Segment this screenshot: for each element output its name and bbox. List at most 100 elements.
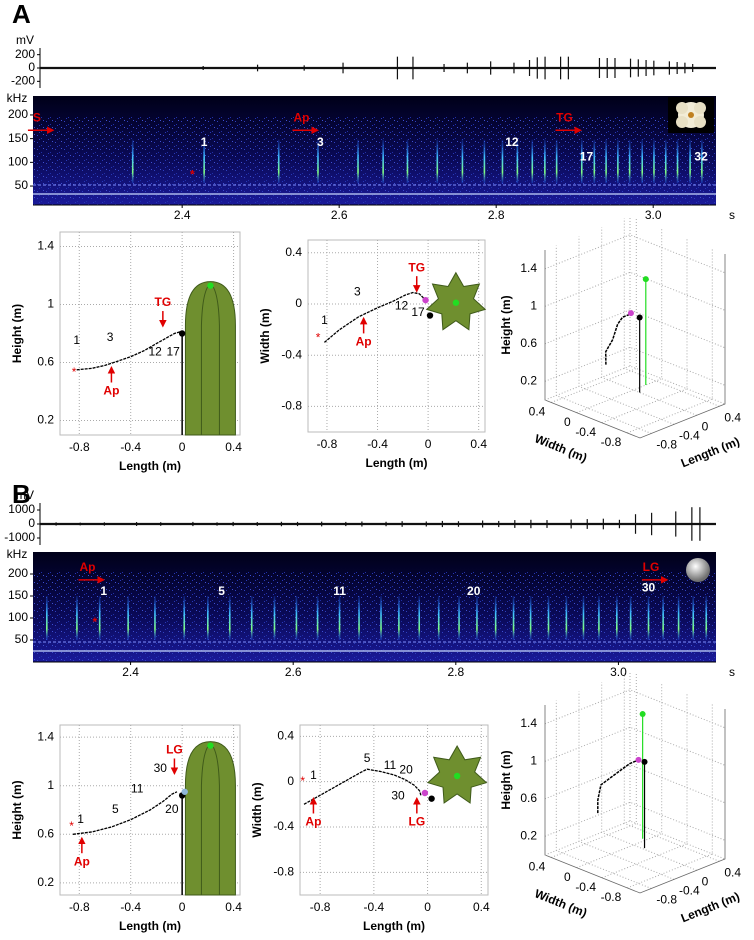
- trajectory: [72, 791, 178, 835]
- x-tick-label: 0: [179, 440, 186, 454]
- click: [628, 139, 631, 184]
- cactus: [184, 281, 236, 436]
- x-tick-label: 0.4: [470, 437, 487, 451]
- y-tick-label: 0.6: [37, 826, 54, 840]
- grid-line: [623, 673, 720, 862]
- x-tick-label: 0: [179, 900, 186, 914]
- x-tick-label: 0: [424, 900, 431, 914]
- grid-line: [551, 673, 637, 858]
- y-tick-label: -200: [11, 74, 35, 88]
- annotation: 5: [218, 584, 225, 598]
- sphere-icon: [686, 558, 710, 582]
- y-tick-label: -0.4: [575, 880, 596, 894]
- click: [598, 596, 600, 640]
- click: [437, 596, 440, 640]
- y-axis-label: Width (m): [250, 782, 264, 837]
- annotation: 32: [694, 149, 708, 163]
- click: [677, 596, 680, 640]
- x-axis-label: Length (m): [366, 456, 428, 470]
- x-tick-label: 2.8: [488, 208, 505, 222]
- x-tick-label: -0.4: [679, 884, 700, 898]
- cactus: [184, 741, 236, 896]
- annotation: 17: [411, 305, 425, 319]
- x-tick-label: -0.4: [120, 900, 141, 914]
- annotation: 20: [165, 802, 179, 816]
- z-tick-label: 1: [530, 753, 537, 767]
- y-tick-label: -1000: [4, 530, 35, 544]
- click: [516, 139, 519, 184]
- grid-line: [601, 238, 688, 424]
- x-tick-label: -0.8: [310, 900, 331, 914]
- annotation: 5: [112, 802, 119, 816]
- marker: [639, 711, 646, 718]
- spectrogram-noise: [33, 116, 716, 205]
- y-tick-label: -0.8: [281, 399, 302, 413]
- panel-label: B: [12, 479, 31, 509]
- grid-line: [544, 689, 726, 729]
- x-tick-label: 0.4: [225, 440, 242, 454]
- grid-line: [627, 248, 713, 434]
- annotation: 30: [642, 580, 656, 594]
- y-tick-label: 1000: [8, 502, 35, 516]
- y-axis-label: Height (m): [10, 780, 24, 839]
- click: [705, 596, 708, 640]
- grid-line: [601, 693, 688, 879]
- z-tick-label: 1.4: [520, 716, 537, 730]
- click: [617, 139, 619, 184]
- x-tick-label: 2.4: [174, 208, 191, 222]
- click: [689, 139, 691, 184]
- click: [398, 596, 400, 640]
- z-axis-label: Height (m): [499, 750, 513, 809]
- click: [616, 596, 618, 640]
- grid-line: [576, 228, 663, 414]
- annotation: *: [92, 615, 97, 629]
- marker: [636, 314, 643, 321]
- click: [565, 596, 568, 640]
- grid-line: [544, 346, 726, 386]
- y-axis-label: kHz: [7, 547, 28, 561]
- box-edge: [544, 250, 726, 439]
- click: [46, 596, 48, 640]
- y-tick-label: 100: [8, 610, 28, 624]
- x-axis-label: s: [729, 208, 735, 222]
- annotation: LG: [166, 743, 183, 757]
- z-tick-label: 1: [530, 298, 537, 312]
- y-tick-label: 0.4: [277, 729, 294, 743]
- annotation: 12: [505, 135, 519, 149]
- click: [317, 139, 319, 184]
- y-axis-label: Width (m): [258, 308, 272, 363]
- x-tick-label: 2.4: [122, 665, 139, 679]
- annotation: LG: [643, 560, 660, 574]
- trajectory: [604, 313, 632, 365]
- grid-line: [544, 726, 726, 766]
- y-axis-label: mV: [16, 33, 34, 47]
- y-tick-label: 200: [8, 566, 28, 580]
- x-tick-label: 0: [702, 420, 709, 434]
- click: [512, 596, 515, 640]
- marker: [428, 795, 435, 802]
- y-tick-label: 200: [15, 47, 35, 61]
- marker: [207, 742, 214, 749]
- click: [277, 139, 280, 184]
- grid-line: [551, 218, 637, 403]
- click: [380, 596, 382, 640]
- click: [338, 596, 341, 640]
- box-edge: [544, 820, 726, 860]
- click: [662, 596, 664, 640]
- click: [357, 139, 359, 184]
- grid-line: [544, 234, 726, 274]
- click: [653, 139, 655, 184]
- grid-line: [555, 245, 652, 434]
- marker: [642, 276, 649, 283]
- x-tick-label: -0.8: [656, 438, 677, 452]
- y-tick-label: 150: [8, 131, 28, 145]
- marker: [627, 310, 634, 317]
- click: [544, 139, 546, 184]
- grid-line: [627, 703, 713, 889]
- annotation: 30: [391, 789, 405, 803]
- x-tick-label: -0.4: [367, 437, 388, 451]
- annotation: 11: [131, 782, 144, 796]
- x-tick-label: 3.0: [610, 665, 627, 679]
- x-tick-label: 2.8: [447, 665, 464, 679]
